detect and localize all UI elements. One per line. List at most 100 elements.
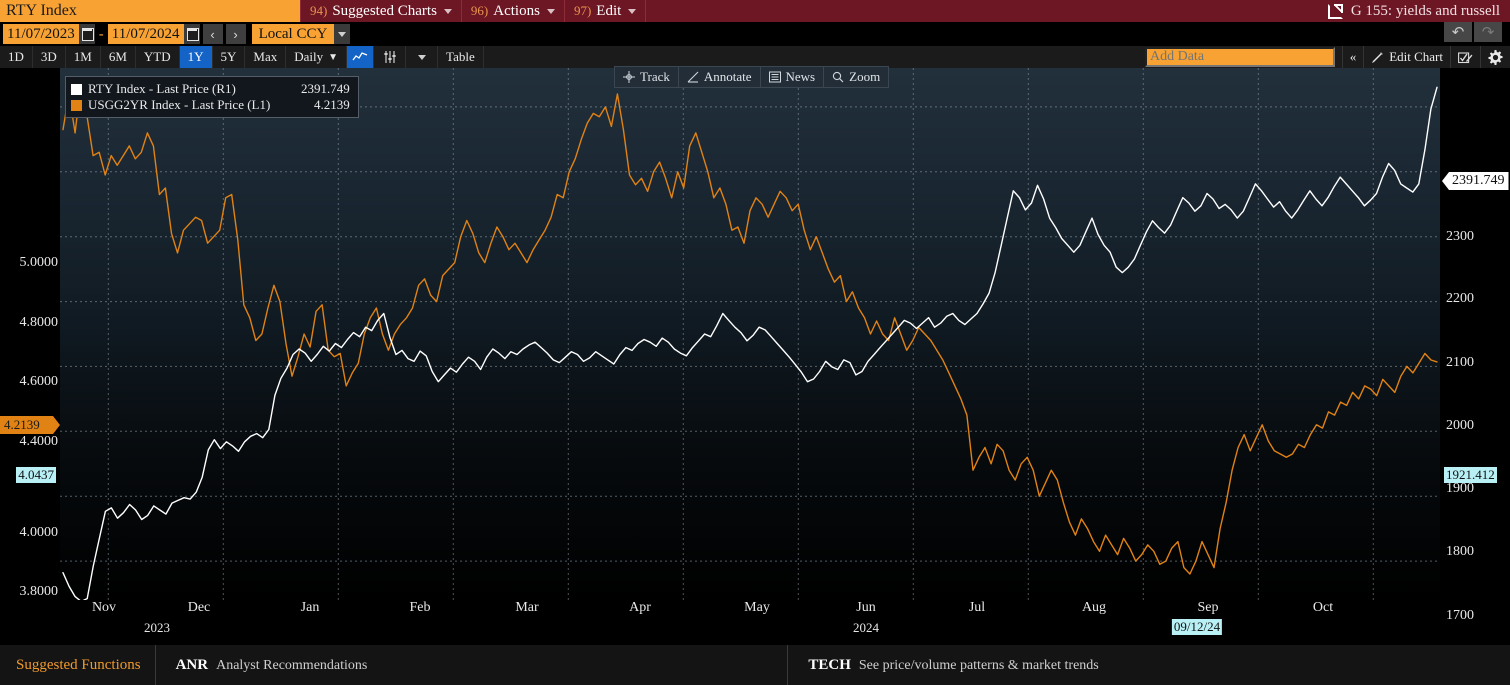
period-1y[interactable]: 1Y	[179, 46, 213, 68]
period-1d[interactable]: 1D	[0, 46, 33, 68]
collapse-panel-button[interactable]: «	[1341, 46, 1364, 68]
right-axis-crosshair-flag: 1921.412	[1444, 467, 1497, 483]
command-bar: 94) Suggested Charts 96) Actions 97) Edi…	[0, 0, 1510, 22]
period-max[interactable]: Max	[245, 46, 287, 68]
footer-item-anr[interactable]: ANR Analyst Recommendations	[156, 657, 368, 674]
period-1m[interactable]: 1M	[66, 46, 101, 68]
start-date-calendar-icon[interactable]	[78, 24, 95, 44]
prev-period-button[interactable]: ‹	[202, 24, 223, 44]
track-button[interactable]: Track	[615, 67, 679, 87]
menu-number: 97)	[573, 3, 592, 18]
y-right-tick: 2000	[1446, 418, 1474, 433]
x-axis: Nov Dec Jan Feb Mar Apr May Jun Jul Aug …	[0, 600, 1510, 645]
zoom-button[interactable]: Zoom	[824, 67, 888, 87]
add-data-input[interactable]	[1145, 47, 1335, 67]
y-left-tick: 4.6000	[19, 374, 59, 389]
checkbox-pencil-icon[interactable]	[1450, 46, 1480, 68]
y-left-tick: 4.4000	[19, 434, 59, 449]
end-date-input[interactable]: 11/07/2024	[107, 24, 184, 44]
menu-label: Edit	[596, 2, 622, 19]
y-left-tick: 5.0000	[19, 255, 59, 270]
legend-item-usgg2yr: USGG2YR Index - Last Price (L1) 4.2139	[71, 97, 350, 113]
footer-item-tech[interactable]: TECH See price/volume patterns & market …	[788, 657, 1098, 674]
period-6m[interactable]: 6M	[101, 46, 136, 68]
next-period-button[interactable]: ›	[225, 24, 246, 44]
suggested-functions-label: Suggested Functions	[0, 645, 156, 685]
x-axis-crosshair-flag: 09/12/24	[1171, 619, 1223, 635]
footer-desc: See price/volume patterns & market trend…	[858, 657, 1099, 673]
period-ytd[interactable]: YTD	[136, 46, 180, 68]
open-in-new-window-icon[interactable]	[1327, 3, 1343, 19]
pencil-icon	[1372, 51, 1384, 63]
footer-code: ANR	[175, 656, 209, 673]
x-tick-aug: Aug	[1081, 600, 1107, 615]
legend-value: 4.2139	[314, 97, 350, 112]
command-bar-spacer	[646, 0, 1328, 22]
crosshair-icon	[623, 71, 635, 83]
news-lines-icon	[768, 71, 781, 83]
zoom-label: Zoom	[849, 69, 881, 84]
legend-label: RTY Index - Last Price (R1)	[88, 81, 236, 96]
news-label: News	[785, 69, 816, 84]
chart-settings-sliders-icon[interactable]	[374, 46, 407, 68]
y-axis-right: 2300 2200 2100 2000 1900 1800 1700 2391.…	[1442, 136, 1510, 668]
frequency-label: Daily	[294, 49, 324, 64]
x-tick-jan: Jan	[300, 600, 320, 615]
undo-button[interactable]: ↶	[1444, 22, 1472, 42]
chevron-down-icon: ▼	[328, 51, 339, 63]
menu-edit[interactable]: 97) Edit	[565, 0, 647, 22]
period-3d[interactable]: 3D	[33, 46, 66, 68]
legend-value: 2391.749	[301, 81, 350, 96]
chevron-down-icon	[546, 8, 555, 14]
period-5y[interactable]: 5Y	[213, 46, 246, 68]
footer-bar: Suggested Functions ANR Analyst Recommen…	[0, 645, 1510, 685]
y-right-tick: 1700	[1446, 608, 1474, 623]
angle-icon	[687, 71, 699, 83]
chevron-down-icon	[443, 8, 452, 14]
currency-select[interactable]: Local CCY	[251, 24, 335, 44]
redo-button[interactable]: ↷	[1474, 22, 1502, 42]
y-right-tick: 2300	[1446, 229, 1474, 244]
legend-label: USGG2YR Index - Last Price (L1)	[88, 97, 271, 112]
date-separator: -	[98, 25, 104, 43]
gear-icon[interactable]	[1480, 46, 1510, 68]
menu-suggested-charts[interactable]: 94) Suggested Charts	[300, 0, 462, 22]
legend-swatch	[71, 83, 82, 95]
chart-tools-toolbar: Track Annotate News Zoom	[614, 66, 890, 88]
ticker-input[interactable]	[0, 0, 300, 22]
end-date-calendar-icon[interactable]	[183, 24, 200, 44]
start-date-input[interactable]: 11/07/2023	[3, 24, 79, 44]
menu-label: Suggested Charts	[332, 2, 437, 19]
y-right-tick: 1800	[1446, 544, 1474, 559]
chart-title-area[interactable]: G 155: yields and russell	[1327, 0, 1510, 22]
magnifier-icon	[832, 71, 844, 83]
y-left-tick: 3.8000	[19, 584, 59, 599]
x-tick-jul: Jul	[968, 600, 986, 615]
undo-redo-group: ↶ ↷	[1444, 22, 1502, 42]
period-toolbar: 1D 3D 1M 6M YTD 1Y 5Y Max Daily ▼ Table	[0, 46, 1510, 68]
annotate-button[interactable]: Annotate	[679, 67, 761, 87]
currency-dropdown-arrow[interactable]	[334, 24, 351, 44]
chart-container: 5.0000 4.8000 4.6000 4.4000 4.0000 3.800…	[0, 66, 1510, 659]
chart-type-dropdown[interactable]	[406, 46, 439, 68]
edit-chart-button[interactable]: Edit Chart	[1363, 46, 1450, 68]
left-axis-crosshair-flag: 4.0437	[16, 467, 56, 483]
x-tick-apr: Apr	[629, 600, 651, 615]
track-label: Track	[640, 69, 670, 84]
footer-desc: Analyst Recommendations	[216, 657, 368, 673]
table-button[interactable]: Table	[438, 46, 484, 68]
x-tick-oct: Oct	[1312, 600, 1334, 615]
chart-legend: RTY Index - Last Price (R1) 2391.749 USG…	[65, 76, 359, 118]
date-range-bar: 11/07/2023 - 11/07/2024 ‹ › Local CCY	[0, 22, 1510, 46]
menu-actions[interactable]: 96) Actions	[462, 0, 565, 22]
line-chart-glyph	[352, 51, 368, 63]
news-button[interactable]: News	[761, 67, 825, 87]
y-left-tick: 4.8000	[19, 315, 59, 330]
x-year-2024: 2024	[853, 620, 879, 635]
frequency-select[interactable]: Daily ▼	[286, 46, 348, 68]
menu-label: Actions	[493, 2, 540, 19]
line-chart-icon[interactable]	[347, 46, 375, 68]
y-right-tick: 2100	[1446, 355, 1474, 370]
footer-code: TECH	[808, 656, 851, 673]
plot-area[interactable]	[60, 68, 1440, 600]
